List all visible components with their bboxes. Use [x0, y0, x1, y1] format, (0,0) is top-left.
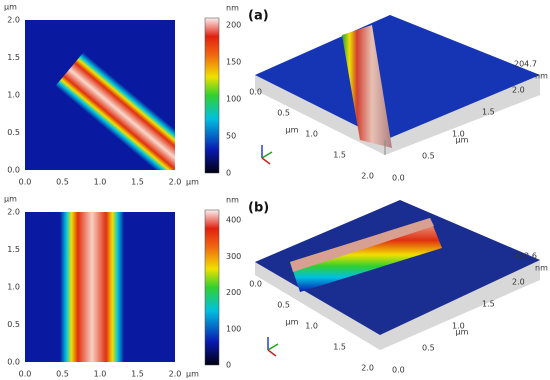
colorbar-tick-label: 200 [226, 21, 241, 30]
colorbar-unit: nm [226, 196, 239, 205]
y-tick-label: 0.5 [7, 320, 20, 329]
x-unit: µm [186, 178, 199, 187]
axis3d-unit: µm [456, 328, 469, 337]
colorbar-tick-label: 100 [226, 324, 241, 333]
axis3d-tick-label: 1.5 [482, 300, 495, 309]
y-tick-label: 1.5 [7, 53, 20, 62]
axis3d-tick-label: 1.0 [452, 130, 465, 139]
axis3d-tick-label: 0.0 [392, 174, 405, 183]
stripe [60, 212, 124, 362]
axis-triad [261, 145, 273, 165]
z-max-label: 204.7 [514, 60, 537, 69]
axis3d-tick-label: 0.5 [277, 109, 290, 118]
y-tick-label: 1.0 [7, 91, 20, 100]
z-max-label: 422.6 [514, 252, 537, 261]
colorbar-tick-label: 50 [226, 132, 236, 141]
x-tick-label: 1.5 [131, 178, 144, 187]
axis3d-tick-label: 0.0 [392, 366, 405, 375]
x-tick-label: 2.0 [169, 178, 182, 187]
colorbar-tick-label: 100 [226, 95, 241, 104]
x-tick-label: 0.5 [56, 370, 69, 379]
x-tick-label: 0.0 [19, 370, 32, 379]
x-tick-label: 1.5 [131, 370, 144, 379]
x-tick-label: 1.0 [94, 370, 107, 379]
y-tick-label: 1.5 [7, 245, 20, 254]
axis3d-tick-label: 0.5 [422, 344, 435, 353]
axis3d-tick-label: 1.0 [305, 322, 318, 331]
axis3d-tick-label: 0.5 [422, 152, 435, 161]
panel-label: (b) [248, 201, 269, 216]
3d-surface [255, 15, 540, 140]
y-tick-label: 2.0 [7, 208, 20, 217]
stripe [55, 52, 175, 170]
colorbar-tick-label: 150 [226, 58, 241, 67]
axis3d-unit: µm [456, 136, 469, 145]
axis-triad [267, 337, 279, 357]
x-tick-label: 1.0 [94, 178, 107, 187]
axis3d-tick-label: 1.5 [482, 108, 495, 117]
axis3d-tick-label: 0.0 [249, 280, 262, 289]
3d-ridge [342, 25, 392, 148]
y-unit: µm [4, 3, 17, 12]
axis3d-tick-label: 0.0 [249, 88, 262, 97]
axis3d-tick-label: 1.0 [452, 322, 465, 331]
x-tick-label: 0.0 [19, 178, 32, 187]
3d-ridge [290, 218, 442, 292]
panel-label: (a) [248, 9, 269, 24]
z-unit: nm [535, 72, 548, 81]
axis3d-unit: µm [286, 318, 299, 327]
3d-ridge-top [290, 218, 434, 272]
y-tick-label: 0.5 [7, 128, 20, 137]
y-tick-label: 0.0 [7, 166, 20, 175]
axis3d-tick-label: 1.5 [333, 151, 346, 160]
nanowire-stripe [55, 52, 175, 170]
axis3d-tick-label: 2.0 [361, 364, 374, 373]
colorbar-tick-label: 0 [226, 169, 231, 178]
nanowire-stripe [60, 212, 124, 362]
colorbar-unit: nm [226, 4, 239, 13]
colorbar-tick-label: 300 [226, 252, 241, 261]
colorbar-tick-label: 0 [226, 361, 231, 370]
axis3d-tick-label: 2.0 [512, 86, 525, 95]
x-tick-label: 2.0 [169, 370, 182, 379]
z-unit: nm [535, 264, 548, 273]
y-tick-label: 1.0 [7, 283, 20, 292]
colorbar-tick-label: 400 [226, 216, 241, 225]
y-tick-label: 0.0 [7, 358, 20, 367]
y-unit: µm [4, 195, 17, 204]
axis3d-tick-label: 2.0 [361, 172, 374, 181]
axis3d-unit: µm [286, 126, 299, 135]
x-tick-label: 0.5 [56, 178, 69, 187]
colorbar [204, 17, 220, 174]
axis3d-tick-label: 2.0 [512, 278, 525, 287]
axis3d-tick-label: 1.0 [305, 130, 318, 139]
3d-surface [255, 200, 540, 335]
colorbar [204, 209, 220, 366]
y-tick-label: 2.0 [7, 16, 20, 25]
colorbar-tick-label: 200 [226, 288, 241, 297]
axis3d-tick-label: 0.5 [277, 301, 290, 310]
axis3d-tick-label: 1.5 [333, 343, 346, 352]
x-unit: µm [186, 370, 199, 379]
